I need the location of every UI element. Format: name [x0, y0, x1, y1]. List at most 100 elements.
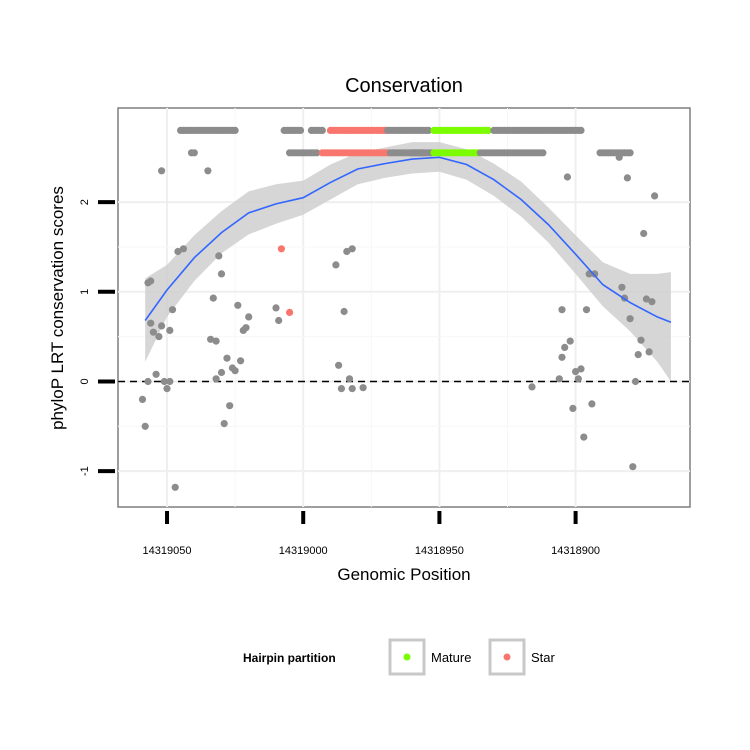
data-point — [626, 315, 634, 323]
data-point — [217, 368, 226, 377]
x-tick-label: 14319000 — [279, 545, 328, 557]
data-point — [637, 336, 645, 344]
data-point — [190, 149, 198, 157]
data-point — [558, 306, 566, 314]
data-point — [558, 353, 566, 361]
data-point — [242, 324, 250, 332]
data-point — [220, 420, 228, 428]
data-point-star — [286, 308, 294, 316]
data-point — [332, 261, 340, 269]
legend-label-star: Star — [531, 650, 556, 665]
data-point — [631, 377, 640, 386]
legend-title: Hairpin partition — [243, 651, 336, 665]
data-point — [171, 483, 179, 491]
x-tick-label: 14319050 — [143, 545, 192, 557]
data-point — [158, 167, 166, 175]
data-point — [343, 247, 351, 256]
data-point — [572, 368, 580, 376]
chart-title: Conservation — [345, 75, 463, 97]
data-point — [569, 404, 577, 412]
data-point — [651, 192, 659, 200]
y-axis-title: phyloP LRT conservation scores — [48, 186, 67, 430]
data-point — [629, 463, 637, 471]
data-point — [215, 252, 223, 260]
legend-label-mature: Mature — [431, 650, 471, 665]
data-point — [163, 385, 171, 393]
x-axis: 14319050 14319000 14318950 14318900 — [143, 511, 600, 557]
data-point — [348, 385, 356, 393]
strip-point — [484, 126, 492, 134]
strip-points — [177, 126, 634, 157]
x-axis-title: Genomic Position — [337, 565, 470, 584]
data-point — [138, 395, 147, 403]
data-point — [591, 270, 599, 278]
grid-lines — [118, 108, 690, 507]
legend-dot-star — [503, 653, 511, 661]
data-point — [566, 337, 574, 345]
plot-panel — [117, 107, 691, 508]
data-point — [149, 328, 157, 336]
data-point — [204, 167, 212, 175]
confidence-band — [145, 142, 671, 382]
x-tick-label: 14318900 — [551, 545, 600, 557]
data-point — [160, 377, 168, 386]
strip-point — [626, 149, 634, 157]
y-tick-label: 2 — [79, 199, 91, 205]
data-point — [337, 385, 345, 393]
y-tick-label: 1 — [79, 289, 91, 295]
data-point — [155, 333, 163, 341]
data-point — [623, 174, 632, 182]
data-point — [141, 422, 149, 430]
data-point — [588, 400, 596, 408]
data-point — [179, 245, 187, 253]
data-point — [340, 307, 348, 316]
data-point — [640, 229, 648, 238]
data-point — [168, 306, 177, 314]
strip-point — [313, 149, 321, 157]
data-point — [174, 247, 182, 256]
data-point — [245, 313, 253, 321]
data-point — [359, 384, 367, 392]
data-point — [345, 375, 354, 383]
data-point — [528, 383, 536, 391]
data-point — [642, 295, 651, 303]
legend-dot-mature — [403, 653, 411, 661]
legend-item-mature: Mature — [388, 638, 471, 676]
data-point — [275, 316, 283, 325]
data-point — [618, 283, 626, 291]
data-point — [212, 375, 220, 383]
data-point — [166, 377, 174, 386]
data-point — [237, 357, 245, 365]
strip-point — [296, 126, 305, 134]
data-point — [226, 402, 234, 410]
data-point — [217, 270, 226, 278]
strip-point — [577, 126, 585, 134]
legend: Hairpin partition Mature Star — [243, 638, 556, 676]
data-point — [231, 367, 239, 375]
data-point — [209, 294, 217, 302]
data-point — [582, 306, 591, 314]
data-point — [234, 301, 242, 309]
data-point — [212, 337, 220, 345]
data-point — [144, 377, 152, 386]
data-point — [574, 375, 582, 383]
data-point — [152, 370, 160, 378]
strip-point — [231, 126, 239, 134]
legend-item-star: Star — [488, 638, 556, 676]
data-point — [577, 365, 585, 373]
strip-point — [318, 126, 326, 134]
smooth-trend-line — [144, 156, 672, 324]
strip-point — [539, 149, 547, 157]
data-point — [555, 375, 563, 383]
data-point — [335, 361, 343, 369]
data-point — [147, 319, 155, 327]
data-point — [272, 304, 280, 312]
data-point — [563, 173, 572, 181]
data-point — [223, 354, 231, 362]
data-point — [166, 326, 174, 334]
data-point — [634, 351, 642, 359]
y-tick-label: 0 — [79, 378, 91, 384]
data-point — [147, 277, 155, 285]
data-point-star — [277, 245, 285, 253]
